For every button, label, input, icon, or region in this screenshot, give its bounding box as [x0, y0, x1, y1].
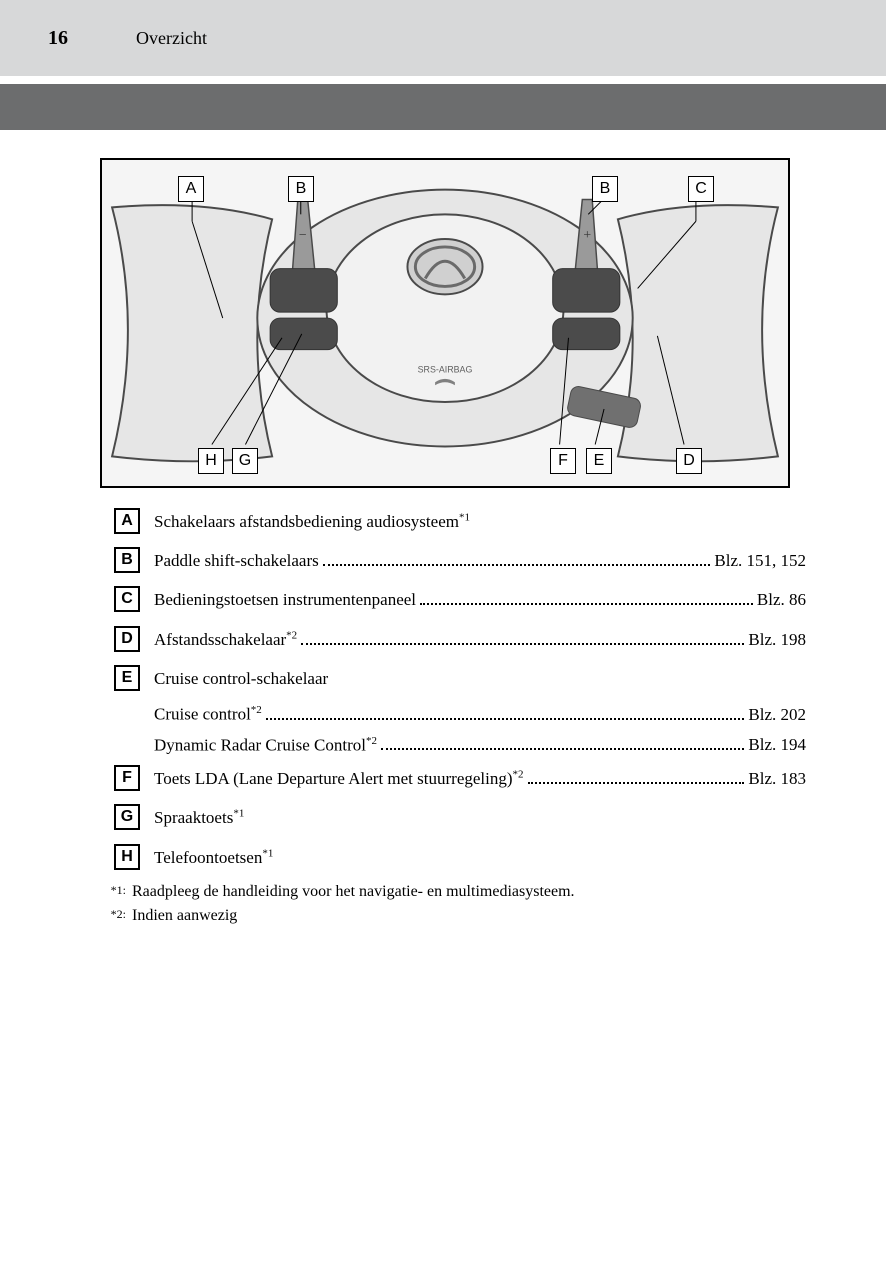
callout-C: C: [688, 176, 714, 202]
callout-E: E: [586, 448, 612, 474]
legend-text: Afstandsschakelaar*2 Blz. 198: [154, 626, 806, 653]
footnote-mark: *2:: [100, 907, 126, 925]
legend-item: A Schakelaars afstandsbediening audiosyst…: [100, 508, 806, 535]
leader-dots: [528, 782, 745, 784]
legend-label: Telefoontoetsen*1: [154, 844, 273, 871]
legend-label: Spraaktoets*1: [154, 804, 244, 831]
page-content: SRS-AIRBAG − +: [0, 130, 886, 925]
legend-letter: H: [114, 844, 140, 870]
legend-text: Telefoontoetsen*1: [154, 844, 806, 871]
svg-text:−: −: [299, 227, 307, 242]
wheel-svg: SRS-AIRBAG − +: [102, 160, 788, 486]
legend-sublabel: Cruise control*2: [154, 704, 262, 725]
legend-text: Toets LDA (Lane Departure Alert met stuu…: [154, 765, 806, 792]
legend-subitem: Dynamic Radar Cruise Control*2 Blz. 194: [154, 735, 806, 756]
page-reference: Blz. 183: [748, 765, 806, 792]
legend-label: Schakelaars afstandsbediening audiosyste…: [154, 508, 470, 535]
legend-letter: C: [114, 586, 140, 612]
legend-item: B Paddle shift-schakelaars Blz. 151, 152: [100, 547, 806, 574]
legend-text: Cruise control-schakelaar: [154, 665, 806, 692]
legend-item: H Telefoontoetsen*1: [100, 844, 806, 871]
legend-label: Cruise control-schakelaar: [154, 665, 328, 692]
footnote-text: Raadpleeg de handleiding voor het naviga…: [132, 883, 575, 901]
legend-letter: A: [114, 508, 140, 534]
svg-text:+: +: [583, 227, 591, 242]
legend-text: Paddle shift-schakelaars Blz. 151, 152: [154, 547, 806, 574]
leader-dots: [266, 718, 745, 720]
legend-list: A Schakelaars afstandsbediening audiosyst…: [100, 508, 806, 871]
legend-text: Spraaktoets*1: [154, 804, 806, 831]
callout-B: B: [288, 176, 314, 202]
page-reference: Blz. 194: [748, 735, 806, 755]
page-reference: Blz. 198: [748, 626, 806, 653]
legend-letter: D: [114, 626, 140, 652]
legend-subitem: Cruise control*2 Blz. 202: [154, 704, 806, 725]
airbag-label: SRS-AIRBAG: [418, 364, 473, 374]
page-header: 16 Overzicht: [0, 0, 886, 76]
section-title: Overzicht: [136, 28, 207, 49]
footnote: *1: Raadpleeg de handleiding voor het nav…: [100, 883, 806, 901]
legend-label: Bedieningstoetsen instrumentenpaneel: [154, 586, 416, 613]
legend-item: F Toets LDA (Lane Departure Alert met stu…: [100, 765, 806, 792]
page-reference: Blz. 151, 152: [714, 547, 806, 574]
legend-letter: B: [114, 547, 140, 573]
steering-wheel-diagram: SRS-AIRBAG − +: [100, 158, 790, 488]
callout-D: D: [676, 448, 702, 474]
legend-letter: F: [114, 765, 140, 791]
legend-text: Schakelaars afstandsbediening audiosyste…: [154, 508, 806, 535]
legend-item: E Cruise control-schakelaar: [100, 665, 806, 692]
callout-A: A: [178, 176, 204, 202]
header-dark-stripe: [0, 84, 886, 130]
leader-dots: [323, 564, 711, 566]
footnotes: *1: Raadpleeg de handleiding voor het nav…: [100, 883, 806, 925]
legend-label: Paddle shift-schakelaars: [154, 547, 319, 574]
footnote-mark: *1:: [100, 883, 126, 901]
footnote: *2: Indien aanwezig: [100, 907, 806, 925]
legend-item: D Afstandsschakelaar*2 Blz. 198: [100, 626, 806, 653]
legend-label: Toets LDA (Lane Departure Alert met stuu…: [154, 765, 524, 792]
leader-dots: [420, 603, 753, 605]
page-reference: Blz. 202: [748, 705, 806, 725]
callout-G: G: [232, 448, 258, 474]
page-number: 16: [48, 27, 68, 50]
legend-item: C Bedieningstoetsen instrumentenpaneel Blz…: [100, 586, 806, 613]
leader-dots: [381, 748, 744, 750]
legend-letter: G: [114, 804, 140, 830]
legend-text: Bedieningstoetsen instrumentenpaneel Blz.…: [154, 586, 806, 613]
callout-F: F: [550, 448, 576, 474]
callout-B: B: [592, 176, 618, 202]
callout-H: H: [198, 448, 224, 474]
legend-item: G Spraaktoets*1: [100, 804, 806, 831]
footnote-text: Indien aanwezig: [132, 907, 237, 925]
legend-sublabel: Dynamic Radar Cruise Control*2: [154, 735, 377, 756]
legend-label: Afstandsschakelaar*2: [154, 626, 297, 653]
leader-dots: [301, 643, 744, 645]
page-reference: Blz. 86: [757, 586, 806, 613]
legend-letter: E: [114, 665, 140, 691]
